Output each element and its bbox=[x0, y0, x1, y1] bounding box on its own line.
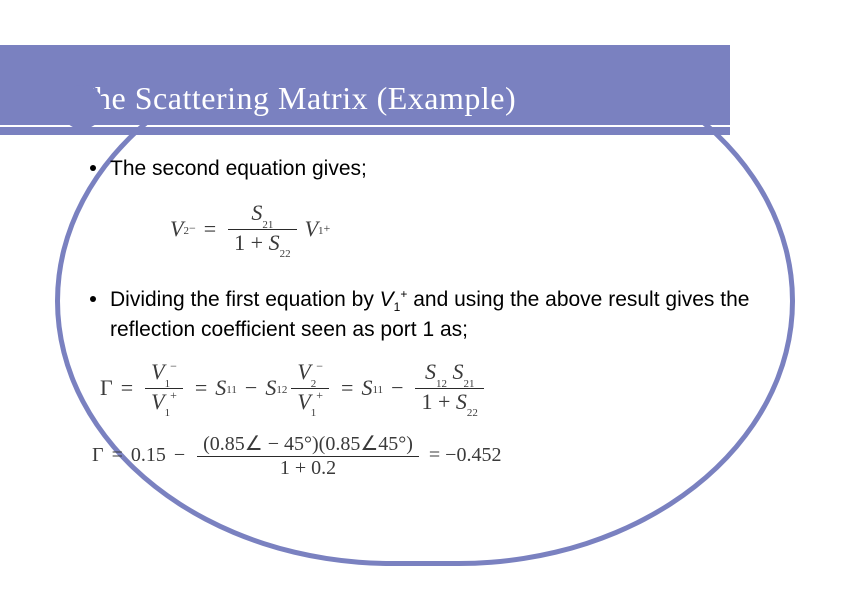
eq3-val1: 0.15 bbox=[131, 444, 166, 467]
eq2-f3-naS: S bbox=[425, 359, 436, 384]
eq2-f1-densup: + bbox=[170, 388, 177, 402]
eq1-den-S: S bbox=[269, 230, 280, 255]
decorative-dot bbox=[60, 85, 104, 129]
b2-var: V bbox=[380, 288, 394, 311]
bullet-text: The second equation gives; bbox=[110, 155, 367, 182]
eq3-eq: = bbox=[112, 444, 123, 467]
eq2-f3-denpre: 1 + bbox=[421, 389, 455, 414]
equation-1: V 2 − = S21 1 + S22 V 1 + bbox=[170, 200, 750, 258]
eq2-f3-nbsub: 21 bbox=[463, 378, 474, 390]
eq2-f2-denV: V bbox=[297, 389, 310, 414]
eq1-den-pre: 1 + bbox=[234, 230, 268, 255]
eq1-rhs-V: V bbox=[305, 216, 318, 242]
bullet-item: Dividing the first equation by V1+ and u… bbox=[90, 286, 750, 343]
eq2-f2-numsup: − bbox=[316, 359, 323, 373]
eq1-rhsV-sup: + bbox=[324, 221, 331, 236]
eq1-fraction: S21 1 + S22 bbox=[228, 200, 296, 258]
slide-title: The Scattering Matrix (Example) bbox=[75, 80, 516, 117]
eq2-gamma: Γ bbox=[100, 375, 113, 401]
bullet-text: Dividing the first equation by V1+ and u… bbox=[110, 286, 750, 343]
bullet-dot-icon bbox=[90, 296, 96, 302]
eq1-den-sub: 22 bbox=[280, 248, 291, 260]
eq2-f2-numV: V bbox=[297, 359, 310, 384]
bullet-dot-icon bbox=[90, 165, 96, 171]
eq2-t1-S: S bbox=[215, 375, 226, 401]
eq2-f3-nasub: 12 bbox=[436, 378, 447, 390]
eq2-minus2: − bbox=[391, 375, 403, 401]
b2-var-sub: 1 bbox=[394, 300, 401, 314]
eq2-eq1: = bbox=[121, 375, 133, 401]
eq2-frac1: V1− V1+ bbox=[145, 359, 183, 417]
eq2-f1-numV: V bbox=[151, 359, 164, 384]
equation-2: Γ = V1− V1+ = S11 − S12 V2− V1+ = S11 − … bbox=[100, 359, 750, 417]
eq3-result: = −0.452 bbox=[429, 444, 502, 467]
eq2-f2-densup: + bbox=[316, 388, 323, 402]
eq2-t3-sub: 11 bbox=[372, 384, 383, 396]
eq2-f1-denV: V bbox=[151, 389, 164, 414]
eq2-f1-densub: 1 bbox=[165, 407, 171, 419]
eq2-f3-nbS: S bbox=[452, 359, 463, 384]
eq2-t2-S: S bbox=[265, 375, 276, 401]
eq1-equals: = bbox=[204, 216, 216, 242]
eq1-lhs-V: V bbox=[170, 216, 183, 242]
eq2-frac2: V2− V1+ bbox=[291, 359, 329, 417]
equation-3: Γ = 0.15 − (0.85∠ − 45°)(0.85∠45°) 1 + 0… bbox=[92, 431, 750, 480]
bullet-item: The second equation gives; bbox=[90, 155, 750, 182]
eq2-f3-denS: S bbox=[456, 389, 467, 414]
eq3-frac: (0.85∠ − 45°)(0.85∠45°) 1 + 0.2 bbox=[197, 431, 419, 480]
eq1-lhs-sup: − bbox=[189, 221, 196, 236]
content-area: The second equation gives; V 2 − = S21 1… bbox=[90, 155, 750, 480]
b2-pre: Dividing the first equation by bbox=[110, 288, 380, 311]
eq2-frac3: S12 S21 1 + S22 bbox=[415, 359, 483, 417]
eq3-frac-num: (0.85∠ − 45°)(0.85∠45°) bbox=[197, 431, 419, 456]
eq2-f2-densub: 1 bbox=[311, 407, 317, 419]
eq3-frac-den: 1 + 0.2 bbox=[274, 457, 342, 480]
eq2-eq3: = bbox=[341, 375, 353, 401]
mask-top bbox=[0, 0, 842, 45]
eq2-t1-sub: 11 bbox=[226, 384, 237, 396]
eq1-num-sub: 21 bbox=[262, 219, 273, 231]
eq3-minus: − bbox=[174, 444, 185, 467]
eq2-t2-sub: 12 bbox=[276, 384, 287, 396]
eq1-num-S: S bbox=[251, 200, 262, 225]
eq3-gamma: Γ bbox=[92, 444, 104, 467]
eq2-f3-densub: 22 bbox=[467, 407, 478, 419]
eq2-minus1: − bbox=[245, 375, 257, 401]
title-band-underline bbox=[0, 127, 730, 135]
eq2-t3-S: S bbox=[361, 375, 372, 401]
eq2-eq2: = bbox=[195, 375, 207, 401]
eq2-f1-numsup: − bbox=[170, 359, 177, 373]
